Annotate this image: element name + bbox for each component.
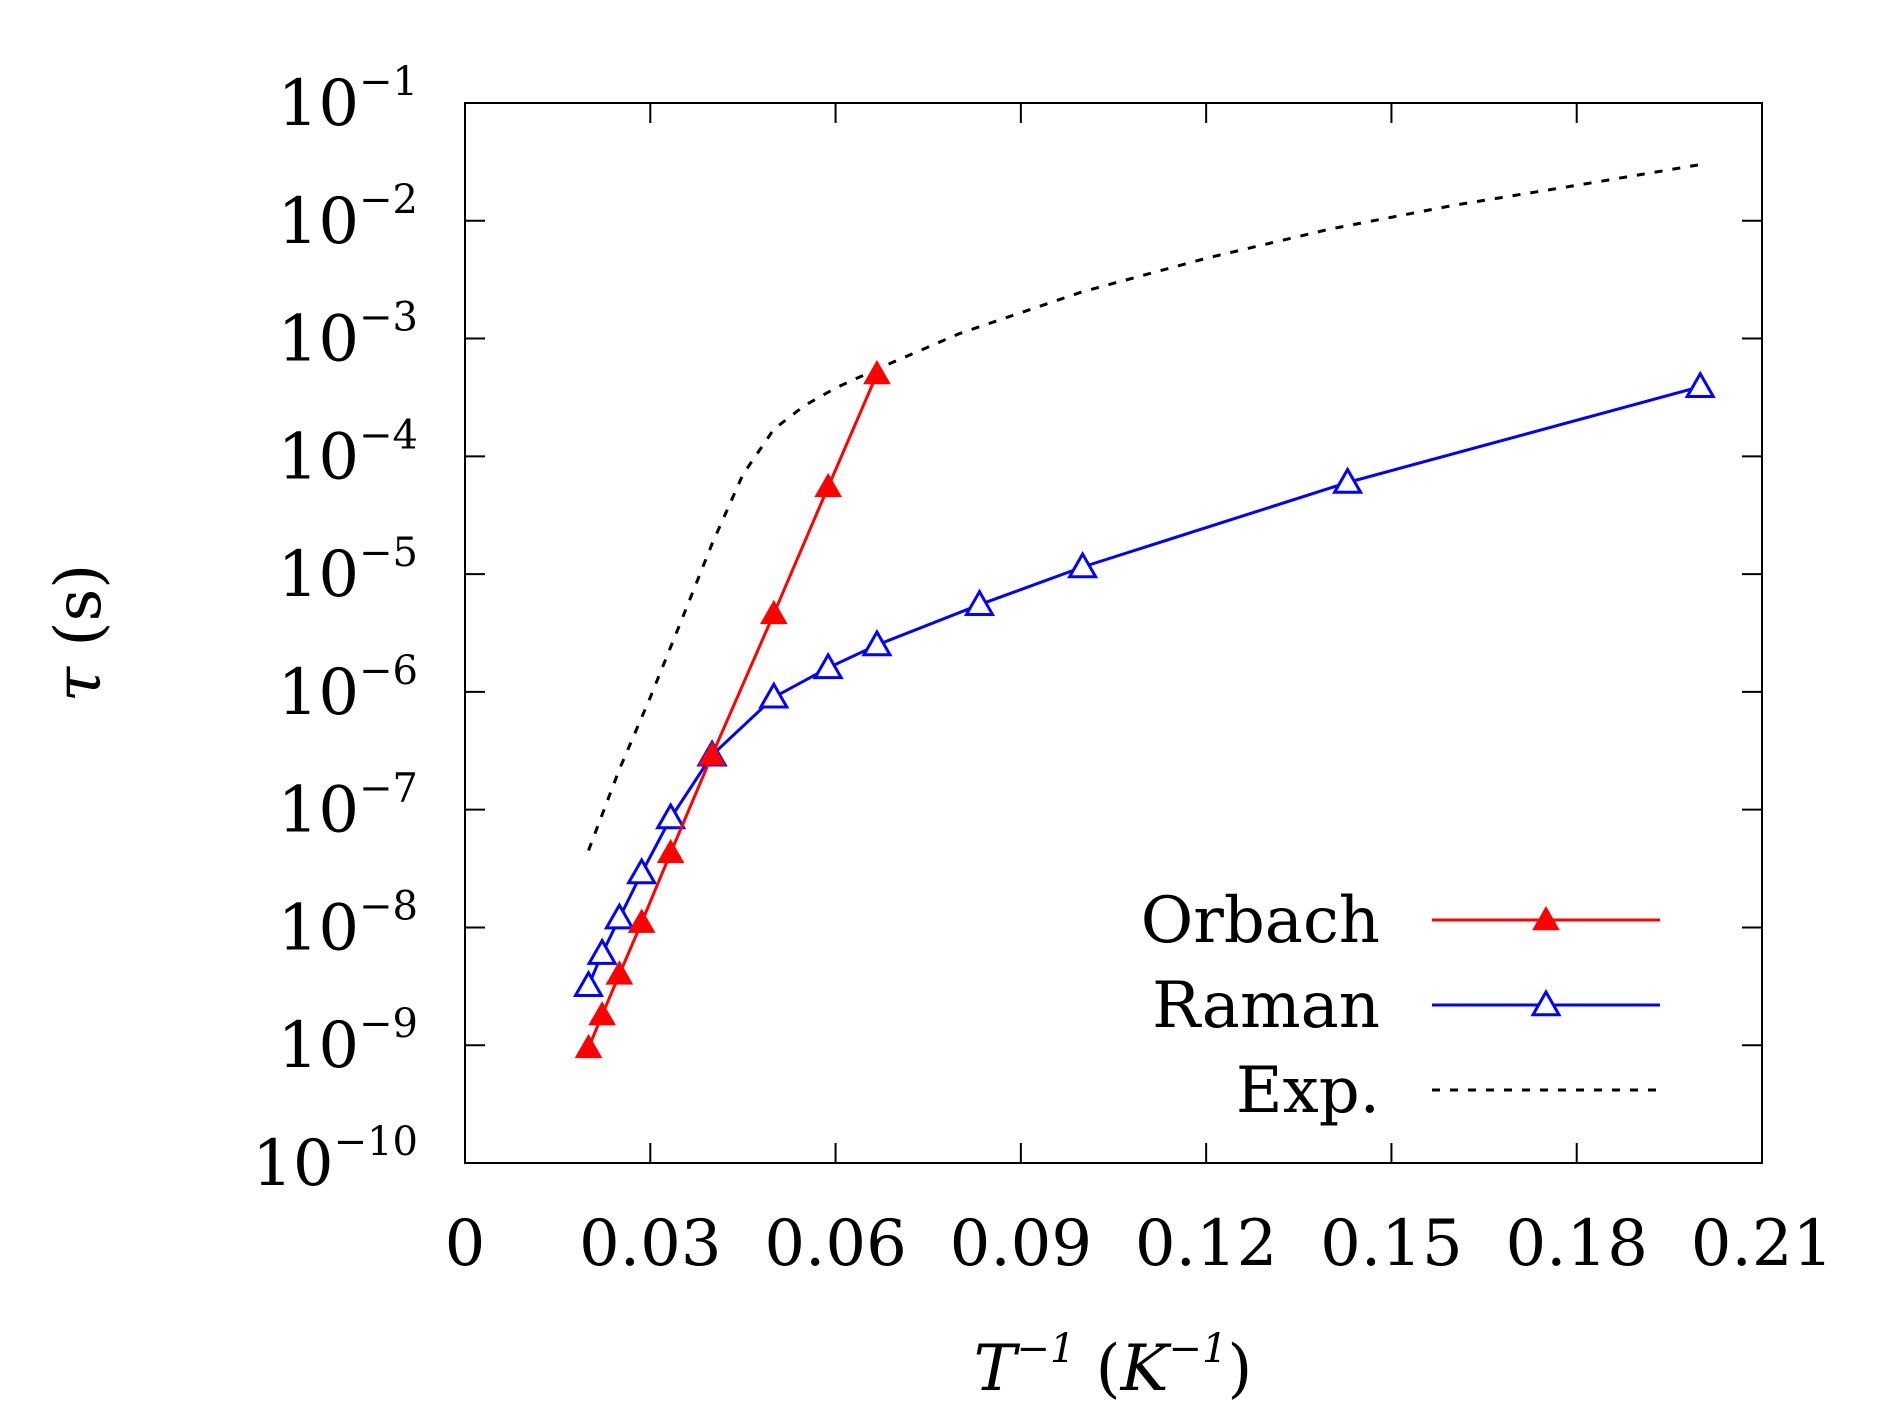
y-tick-label-8: 10−9 — [278, 1001, 418, 1083]
series-0-point-7 — [814, 472, 843, 498]
series-line-0 — [587, 373, 879, 1049]
series-1-point-1 — [586, 937, 618, 965]
series-1-point-4 — [655, 801, 687, 830]
x-tick-label-3: 0.09 — [950, 1207, 1093, 1281]
y-tick-label-5: 10−6 — [278, 648, 418, 730]
series-0-point-1 — [588, 1001, 616, 1026]
series-1-point-7 — [812, 651, 844, 680]
x-axis-label-unit-sup: −1 — [1168, 1326, 1227, 1372]
x-axis-label-close: ) — [1227, 1332, 1252, 1406]
series-0-point-3 — [627, 908, 656, 933]
x-axis-label-unit: K — [1120, 1332, 1172, 1406]
series-0-point-5 — [698, 741, 726, 766]
series-0-point-6 — [759, 599, 788, 625]
x-tick-label-5: 0.15 — [1320, 1207, 1463, 1281]
series-1-point-12 — [1684, 370, 1716, 398]
series-0-point-2 — [605, 960, 634, 985]
x-tick-label-6: 0.18 — [1505, 1207, 1648, 1281]
legend-marker-0 — [1532, 905, 1560, 931]
series-line-2 — [587, 163, 1701, 852]
x-tick-label-0: 0 — [445, 1207, 486, 1281]
x-tick-label-4: 0.12 — [1135, 1207, 1278, 1281]
x-axis-label-base: T — [974, 1332, 1021, 1406]
y-axis-label: τ (s) — [42, 564, 116, 703]
x-axis-label-open: ( — [1075, 1332, 1120, 1406]
x-axis-label: T−1 (K−1) — [974, 1326, 1253, 1406]
x-tick-label-1: 0.03 — [579, 1207, 722, 1281]
y-tick-label-0: 10−1 — [278, 59, 418, 141]
y-tick-label-4: 10−5 — [278, 530, 418, 612]
y-tick-label-6: 10−7 — [278, 766, 418, 848]
legend-label-2: Exp. — [1236, 1054, 1380, 1128]
y-tick-label-1: 10−2 — [278, 177, 418, 259]
x-axis-label-sup: −1 — [1016, 1326, 1075, 1372]
y-axis-label-unit: (s) — [42, 564, 116, 667]
series-1-point-3 — [626, 856, 658, 885]
x-tick-labels: 0 0.03 0.06 0.09 0.12 0.15 0.18 0.21 — [445, 1207, 1834, 1281]
series-0 — [574, 360, 891, 1059]
series-1-point-11 — [1331, 466, 1364, 494]
y-axis-label-symbol: τ — [42, 665, 116, 702]
x-tick-label-7: 0.21 — [1691, 1207, 1834, 1281]
x-tick-label-2: 0.06 — [764, 1207, 907, 1281]
series-0-point-8 — [863, 360, 891, 385]
series-1-point-9 — [963, 588, 996, 616]
series-1-point-0 — [572, 969, 605, 997]
y-tick-label-3: 10−4 — [278, 412, 418, 494]
plot-border — [464, 102, 1763, 1164]
series-0-point-0 — [574, 1033, 603, 1059]
legend-marker-1 — [1530, 988, 1562, 1017]
legend-label-1: Raman — [1152, 969, 1380, 1043]
series-0-point-4 — [656, 838, 685, 864]
series-1-point-2 — [603, 902, 635, 930]
legend: Orbach Raman Exp. — [1141, 884, 1660, 1128]
series-1-point-8 — [861, 628, 893, 657]
y-tick-labels: 10−1 10−2 10−3 10−4 10−5 10−6 10−7 10−8 10−9 10−1… — [252, 59, 418, 1201]
legend-label-0: Orbach — [1141, 884, 1380, 958]
series-1-point-6 — [758, 681, 790, 709]
series-layer — [572, 163, 1716, 1059]
plot-frame — [464, 102, 1763, 1164]
series-1-point-10 — [1067, 550, 1099, 579]
series-2 — [587, 163, 1701, 852]
tick-marks — [465, 103, 1762, 1163]
y-tick-label-2: 10−3 — [278, 295, 418, 377]
y-tick-label-9: 10−10 — [252, 1119, 418, 1201]
series-1 — [572, 370, 1716, 997]
y-tick-label-7: 10−8 — [278, 883, 418, 965]
